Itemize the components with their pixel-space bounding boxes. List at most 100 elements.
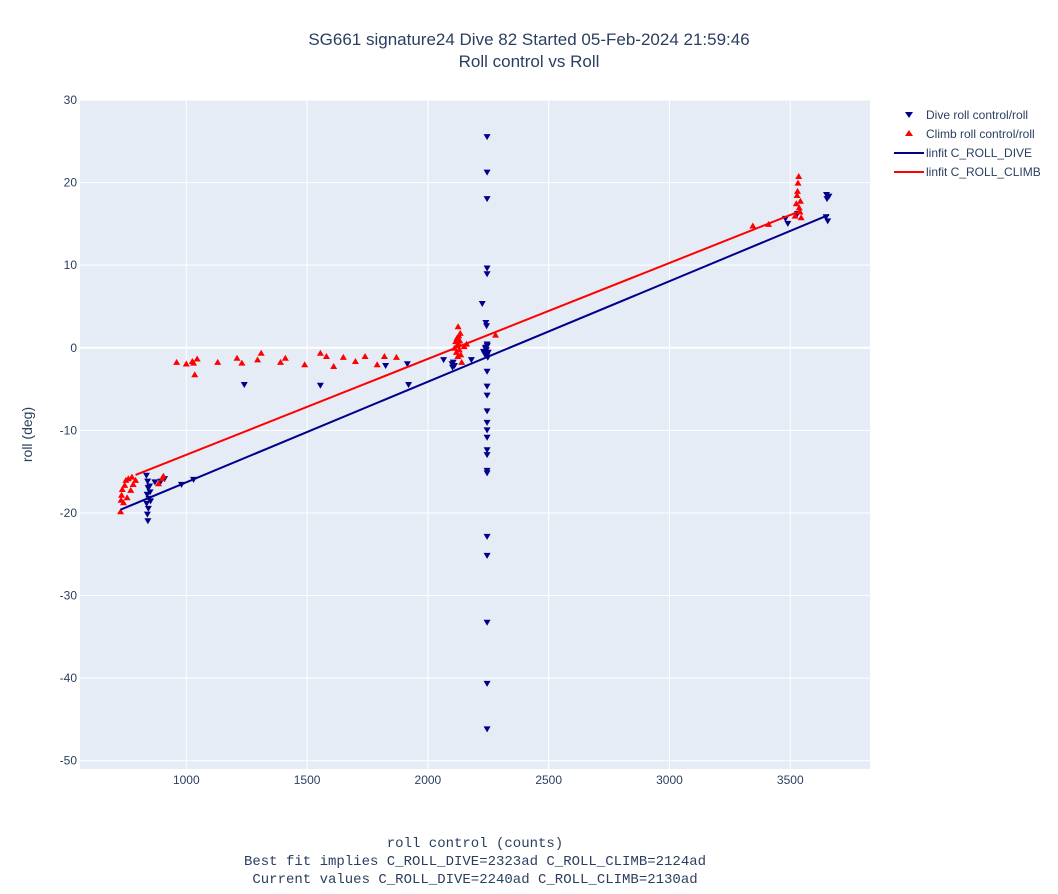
climb-point [190, 359, 198, 366]
dive-point [146, 483, 154, 490]
x-axis-label: roll control (counts) [386, 836, 564, 852]
dive-point [144, 518, 152, 525]
climb-point [159, 472, 167, 479]
dive-point [403, 361, 411, 368]
dive-point [483, 447, 491, 454]
climb-point [795, 204, 803, 211]
climb-point [458, 358, 466, 365]
x-tick-label: 1000 [173, 773, 200, 787]
legend-label: linfit C_ROLL_CLIMB [926, 165, 1041, 179]
climb-point [117, 508, 125, 515]
climb-point [124, 475, 132, 482]
y-tick-label: 10 [64, 258, 78, 272]
chart-subtitle: Roll control vs Roll [458, 52, 600, 71]
dive-point [824, 218, 832, 225]
dive-point [467, 357, 475, 364]
dive-point [143, 511, 151, 518]
dive-point [382, 362, 390, 369]
dive-point [144, 505, 152, 512]
climb-point [351, 357, 359, 364]
climb-point [277, 358, 285, 365]
y-tick-label: -40 [60, 671, 78, 685]
x-tick-label: 1500 [294, 773, 321, 787]
dive-point [483, 196, 491, 203]
dive-point [483, 368, 491, 375]
climb-point [457, 351, 465, 358]
line-icon [894, 152, 924, 154]
best-fit-note: Best fit implies C_ROLL_DIVE=2323ad C_RO… [243, 854, 707, 870]
y-tick-label: 0 [70, 341, 77, 355]
climb-point [182, 360, 190, 367]
dive-point [825, 193, 833, 200]
dive-point [449, 359, 457, 366]
dive-point [147, 498, 155, 505]
dive-point [483, 452, 491, 459]
climb-point [316, 349, 324, 356]
climb-point [456, 337, 464, 344]
climb-point [797, 214, 805, 221]
climb-point [121, 481, 129, 488]
dive-point [784, 220, 792, 227]
climb-point [301, 361, 309, 368]
dive-point [142, 472, 150, 479]
x-tick-label: 3000 [656, 773, 683, 787]
climb-point [193, 355, 201, 362]
climb-point [118, 486, 126, 493]
legend-label: linfit C_ROLL_DIVE [926, 146, 1033, 160]
climb-point [361, 353, 369, 360]
dive-point [483, 392, 491, 399]
y-tick-label: -50 [60, 754, 78, 768]
dive-point [483, 271, 491, 278]
climb-point [791, 212, 799, 219]
dive-point [483, 265, 491, 272]
dive-point [483, 552, 491, 559]
dive-point [151, 479, 159, 486]
x-tick-label: 2500 [535, 773, 562, 787]
y-tick-label: -20 [60, 506, 78, 520]
climb-point [254, 356, 262, 363]
climb-point [155, 480, 163, 487]
dive-point [483, 470, 491, 477]
climb-point [795, 172, 803, 179]
triangle-up-icon [905, 130, 913, 136]
dive-point [478, 301, 486, 308]
plot-area [80, 100, 870, 769]
dive-point [483, 533, 491, 540]
y-axis-label: roll (deg) [19, 407, 35, 462]
climb-point [454, 323, 462, 330]
dive-point [483, 408, 491, 415]
climb-point [322, 353, 330, 360]
climb-point [330, 362, 338, 369]
climb-point [214, 358, 222, 365]
dive-point [144, 478, 152, 485]
y-tick-label: 20 [64, 176, 78, 190]
climb-point [794, 179, 802, 186]
climb-point [373, 361, 381, 368]
climb-point [118, 491, 126, 498]
climb-point [380, 353, 388, 360]
climb-point [132, 476, 140, 483]
climb-point [233, 354, 241, 361]
climb-point [455, 346, 463, 353]
climb-point [794, 187, 802, 194]
climb-point [454, 353, 462, 360]
climb-point [793, 191, 801, 198]
dive-point [483, 419, 491, 426]
climb-point [173, 358, 181, 365]
dive-point [483, 434, 491, 441]
dive-point [484, 349, 492, 356]
climb-point [281, 354, 289, 361]
dive-point [483, 427, 491, 434]
fit-line-climb [135, 209, 802, 476]
dive-point [483, 343, 491, 350]
dive-point [483, 726, 491, 733]
dive-point [483, 383, 491, 390]
y-tick-label: -10 [60, 423, 78, 437]
x-tick-label: 2000 [415, 773, 442, 787]
fit-line-dive [120, 213, 830, 511]
dive-point [483, 323, 491, 330]
dive-point [482, 320, 490, 326]
dive-point [483, 134, 491, 141]
climb-point [492, 331, 500, 338]
climb-point [257, 349, 265, 356]
